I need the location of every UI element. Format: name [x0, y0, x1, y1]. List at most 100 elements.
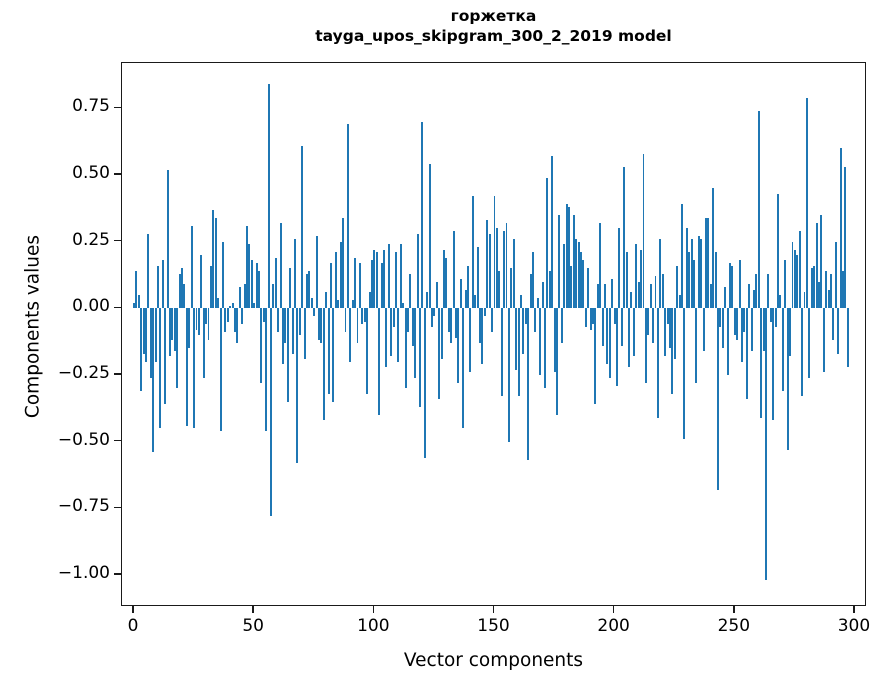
bar — [584, 308, 587, 327]
bar — [358, 263, 361, 309]
bar — [354, 257, 357, 309]
bar — [810, 268, 813, 309]
bar — [839, 148, 842, 309]
bar — [404, 308, 407, 389]
bar — [846, 308, 849, 367]
bar — [741, 308, 744, 362]
bar — [245, 225, 248, 309]
bar — [803, 292, 806, 309]
bar — [714, 252, 717, 309]
bar — [274, 257, 277, 309]
bar — [298, 308, 301, 335]
bar — [337, 300, 340, 309]
bar — [813, 265, 816, 309]
bar — [416, 233, 419, 309]
bar — [164, 308, 167, 405]
y-tick-mark — [114, 239, 121, 242]
bar — [628, 308, 631, 367]
bar — [370, 260, 373, 309]
bar — [159, 308, 162, 429]
bar — [726, 308, 729, 375]
bar — [531, 252, 534, 309]
x-tick-label: 200 — [597, 616, 630, 636]
bar — [683, 308, 686, 439]
bar — [457, 308, 460, 383]
bar — [133, 303, 135, 309]
bar — [435, 281, 438, 309]
bar — [447, 308, 450, 333]
bar — [260, 308, 263, 383]
bar — [721, 308, 724, 349]
bar — [820, 215, 823, 309]
bar — [644, 308, 647, 383]
bar — [577, 241, 580, 309]
bar — [137, 295, 140, 309]
bar — [409, 273, 412, 309]
bar — [253, 303, 256, 309]
bar — [419, 308, 421, 407]
bar — [700, 239, 703, 309]
bar — [322, 308, 325, 421]
bar — [647, 308, 650, 335]
bar — [555, 308, 558, 415]
bar — [572, 215, 575, 309]
x-tick-mark — [733, 606, 735, 613]
bar — [500, 308, 503, 397]
bar — [467, 265, 470, 309]
bar — [529, 273, 532, 309]
x-tick-label: 300 — [837, 616, 871, 636]
bar — [142, 308, 145, 354]
bar — [688, 252, 691, 309]
bar — [765, 308, 768, 581]
bar — [599, 223, 602, 309]
y-tick-label: 0.50 — [72, 163, 110, 183]
bar — [332, 308, 335, 402]
bar — [349, 308, 352, 362]
bar — [325, 292, 328, 309]
bar — [697, 236, 700, 309]
bar — [426, 292, 429, 309]
bar — [257, 271, 260, 309]
bar — [433, 308, 436, 317]
bar — [551, 156, 554, 309]
bar — [709, 284, 712, 309]
bar — [791, 241, 794, 309]
bar — [827, 289, 830, 309]
bar — [375, 252, 378, 309]
bar — [517, 308, 520, 397]
bar — [344, 308, 347, 333]
bar — [200, 255, 203, 309]
bar — [178, 273, 181, 309]
bar — [342, 217, 345, 309]
bar — [397, 308, 400, 362]
bar — [736, 308, 739, 341]
bar — [190, 225, 193, 309]
bar — [774, 308, 777, 327]
bar — [330, 263, 333, 309]
bar — [411, 308, 414, 346]
bar — [729, 263, 731, 309]
bar — [558, 215, 561, 309]
bar — [250, 260, 253, 309]
bar — [512, 239, 515, 309]
bar — [207, 308, 210, 341]
bar — [695, 308, 698, 383]
y-tick-label: 0.00 — [72, 296, 110, 317]
bar — [772, 308, 775, 421]
bar — [707, 217, 710, 309]
bar — [587, 268, 590, 309]
bar — [157, 265, 160, 309]
bar — [238, 287, 241, 309]
bar — [318, 308, 321, 341]
bar — [738, 260, 741, 309]
x-tick-mark — [252, 606, 254, 613]
bar — [483, 308, 486, 317]
bar — [635, 244, 638, 309]
bar — [241, 308, 244, 325]
bar — [543, 308, 546, 389]
bar — [226, 308, 229, 322]
y-tick-mark — [114, 106, 121, 109]
bar — [205, 308, 208, 325]
bar — [214, 217, 217, 309]
bar-series — [122, 63, 865, 605]
